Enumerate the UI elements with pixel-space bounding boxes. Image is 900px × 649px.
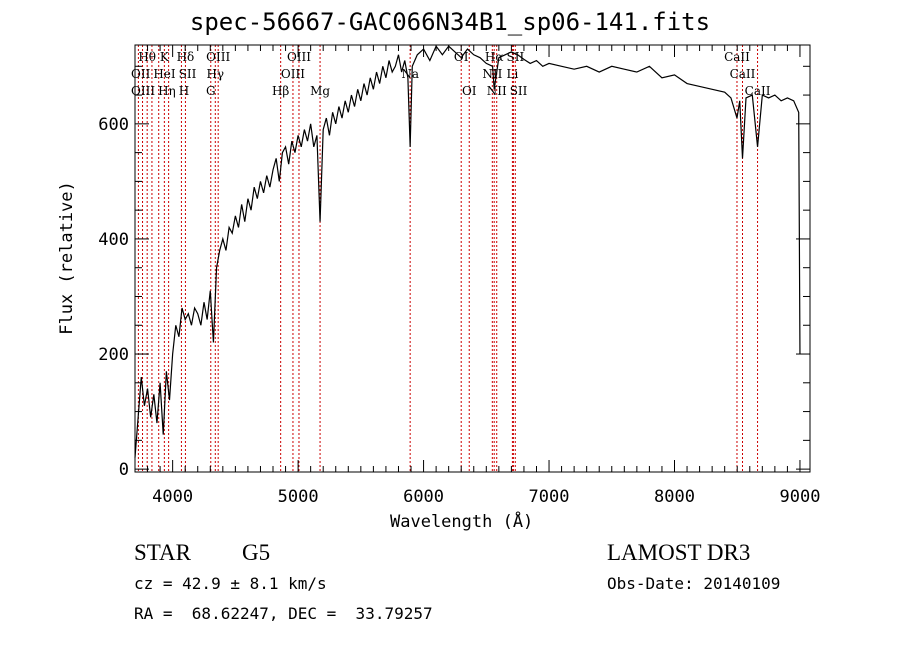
marker-label: HeI xyxy=(153,67,176,81)
marker-label: Hθ xyxy=(138,50,156,64)
marker-label: K xyxy=(160,50,170,64)
x-tick-label: 9000 xyxy=(779,487,820,507)
marker-label: NII xyxy=(487,84,507,98)
marker-label: OII xyxy=(131,67,151,81)
marker-label: CaII xyxy=(724,50,750,64)
marker-label: G xyxy=(206,84,216,98)
object-class: STAR xyxy=(134,540,191,565)
coordinates-text: RA = 68.62247, DEC = 33.79257 xyxy=(134,604,433,623)
marker-label: OIII xyxy=(287,50,311,64)
x-tick-label: 7000 xyxy=(529,487,570,507)
spectrum-line xyxy=(134,44,801,458)
y-tick-label: 0 xyxy=(119,460,129,480)
y-tick-label: 400 xyxy=(98,230,129,250)
marker-label: CaII xyxy=(745,84,771,98)
marker-label: H xyxy=(179,84,189,98)
marker-label: OIII xyxy=(131,84,155,98)
marker-label: OIII xyxy=(206,50,230,64)
object-subclass: G5 xyxy=(242,540,271,565)
plot-frame xyxy=(134,44,811,473)
x-tick-label: 4000 xyxy=(152,487,193,507)
marker-label: OI xyxy=(462,84,477,98)
chart-title: spec-56667-GAC066N34B1_sp06-141.fits xyxy=(189,8,711,36)
redshift-text: cz = 42.9 ± 8.1 km/s xyxy=(134,574,327,593)
marker-label: Hδ xyxy=(177,50,195,64)
survey-label: LAMOST DR3 xyxy=(607,540,751,565)
marker-label: SII xyxy=(506,50,524,64)
y-axis-label: Flux (relative) xyxy=(57,181,77,335)
marker-label: Na xyxy=(401,67,419,81)
x-tick-label: 6000 xyxy=(403,487,444,507)
marker-label: Hβ xyxy=(272,84,289,98)
marker-label: Li xyxy=(506,67,518,81)
marker-label: Hγ xyxy=(206,67,224,81)
x-tick-label: 8000 xyxy=(654,487,695,507)
marker-label: SII xyxy=(510,84,528,98)
marker-label: CaII xyxy=(730,67,756,81)
marker-label: Hη xyxy=(158,84,176,98)
y-tick-label: 200 xyxy=(98,345,129,365)
marker-label: OIII xyxy=(281,67,305,81)
x-axis-label: Wavelength (Å) xyxy=(390,512,534,532)
x-tick-label: 5000 xyxy=(278,487,319,507)
y-tick-label: 600 xyxy=(98,115,129,135)
marker-label: SII xyxy=(179,67,197,81)
marker-label: Mg xyxy=(310,84,330,98)
obs-date-text: Obs-Date: 20140109 xyxy=(607,574,781,593)
